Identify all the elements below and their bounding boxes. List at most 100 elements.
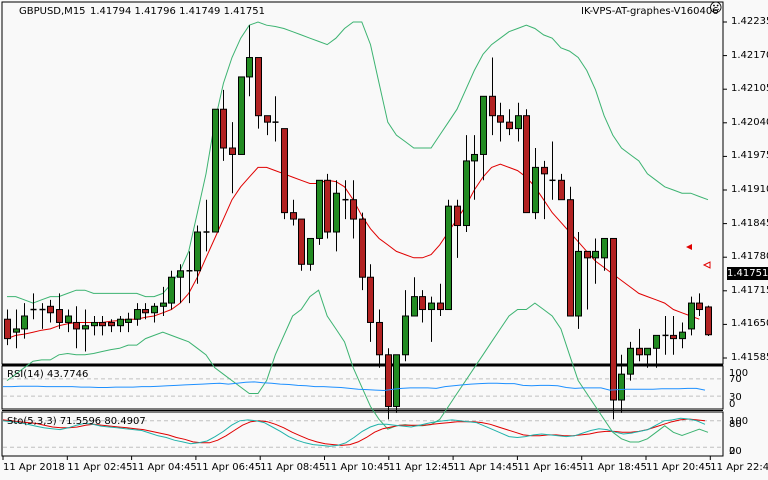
candle-body [47, 305, 54, 314]
candle-body [402, 315, 409, 356]
candle-body [298, 218, 305, 265]
main-pane [1, 1, 724, 365]
price-tick-label: 1.42235 [731, 16, 768, 27]
bollinger-upper-line [7, 21, 709, 304]
stoch-level-80: 80 [729, 419, 742, 430]
candle-body [705, 306, 712, 336]
stochastic-lines [2, 417, 706, 447]
candle-body [393, 354, 400, 407]
candle-body [238, 76, 245, 155]
stoch-level-100: 100 [729, 416, 749, 427]
candle-body [558, 179, 565, 201]
price-tick-label: 1.41910 [731, 184, 768, 195]
stoch-pane [1, 411, 724, 457]
candle-body [437, 302, 444, 311]
candle-body [584, 250, 591, 259]
candle-body [627, 347, 634, 375]
server-label: IK-VPS-AT-graphes-V160406 [581, 6, 719, 17]
rsi-level-0: 0 [729, 399, 736, 410]
rsi-level-70: 70 [729, 374, 742, 385]
candle-body [151, 305, 158, 314]
smiley-icon: ☺ [709, 1, 723, 16]
candle-body [523, 115, 530, 214]
candle-body [4, 318, 11, 340]
time-tick-label: 11 Apr 16:45 [517, 462, 583, 473]
rsi-level-30: 30 [729, 392, 742, 403]
price-tick-label: 1.41650 [731, 318, 768, 330]
candle-body [142, 309, 149, 314]
candle-body [108, 321, 115, 327]
candle-body [532, 166, 539, 214]
symbol-label: GBPUSD,M15 [19, 6, 86, 17]
candle-body [65, 315, 72, 323]
candle-body [592, 250, 599, 259]
candle-body [316, 179, 323, 239]
candle-body [117, 318, 124, 327]
candle-body [290, 212, 297, 220]
bollinger-lower-line [6, 289, 709, 443]
candle-body [419, 296, 426, 311]
time-tick-label: 11 Apr 08:45 [260, 462, 326, 473]
candle-body [411, 296, 418, 317]
indicator-levels [3, 378, 722, 448]
candle-body [324, 179, 331, 233]
candle-body [644, 347, 651, 356]
candle-body [350, 199, 357, 220]
candle-body [575, 250, 582, 317]
candle-body [246, 57, 253, 78]
time-tick-label: 11 Apr 12:45 [388, 462, 454, 473]
candle-body [281, 128, 288, 214]
arrow-marker-icon [686, 244, 692, 250]
candle-body [194, 231, 201, 272]
candle-body [679, 331, 686, 340]
price-tick-label: 1.41715 [731, 284, 768, 296]
rsi-level-100: 100 [729, 368, 749, 379]
candle-body [445, 205, 452, 311]
candle-body [82, 325, 89, 330]
stoch-level-20: 20 [729, 446, 742, 457]
candle-body [610, 237, 617, 401]
candle-body [99, 321, 106, 327]
candle-body [376, 321, 383, 356]
candle-body [91, 321, 98, 327]
candle-body [229, 147, 236, 155]
price-tick-label: 1.42170 [731, 49, 768, 61]
candle-body [367, 276, 374, 323]
candle-body [618, 373, 625, 401]
time-tick-label: 11 Apr 22:45 [710, 462, 768, 473]
candle-body [255, 57, 262, 117]
candle-body [636, 347, 643, 356]
candle-body [497, 115, 504, 123]
candle-body [307, 237, 314, 265]
candle-body [212, 108, 219, 233]
candle-body [471, 153, 478, 162]
price-tick-label: 1.41585 [731, 352, 768, 363]
time-tick-label: 11 Apr 06:45 [195, 462, 262, 473]
candle-body [688, 302, 695, 330]
stoch-signal-line [2, 418, 706, 446]
price-tick-label: 1.42105 [731, 83, 768, 95]
candle-body [506, 121, 513, 130]
candle-body [567, 199, 574, 317]
candle-body [134, 309, 141, 320]
time-tick-label: 11 Apr 04:45 [131, 462, 197, 473]
candle-body [73, 321, 80, 330]
price-tick-label: 1.42040 [731, 116, 768, 128]
candle-body [385, 354, 392, 407]
candle-body [125, 318, 132, 323]
ohlc-label: 1.41794 1.41796 1.41749 1.41751 [90, 6, 265, 17]
candle-body [168, 276, 175, 304]
candle-body [515, 115, 522, 130]
candle-body [463, 160, 470, 227]
arrow-marker-icon [702, 261, 711, 269]
rsi-line [3, 381, 706, 392]
candle-body [13, 328, 20, 333]
candle-body [56, 309, 63, 323]
stoch-label: Sto(5,3,3) 71.5596 80.4907 [7, 416, 146, 427]
price-tick-label: 1.41845 [731, 217, 768, 229]
time-tick-label: 11 Apr 20:45 [646, 462, 712, 473]
candle-body [21, 315, 28, 330]
rsi-label: RSI(14) 43.7746 [7, 369, 89, 380]
